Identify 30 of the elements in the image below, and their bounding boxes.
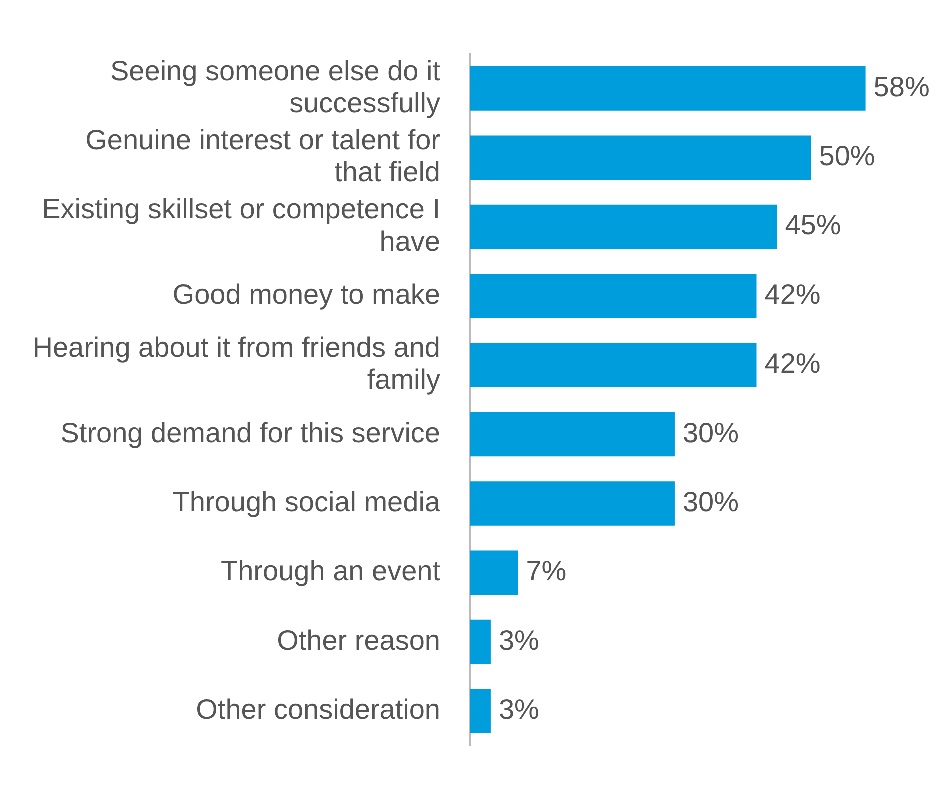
y-tick-label: Genuine interest or talent for that field <box>86 124 440 188</box>
data-label: 30% <box>682 486 740 518</box>
data-label: 58% <box>874 71 930 102</box>
data-label: 3% <box>498 624 540 656</box>
y-tick-label: Seeing someone else do it successfully <box>110 55 441 119</box>
y-tick-label: Other reason <box>277 624 440 656</box>
y-tick-label: Other consideration <box>196 694 440 725</box>
bar <box>470 136 812 180</box>
y-tick-label: Hearing about it from friends and family <box>32 332 440 396</box>
bar <box>470 689 491 734</box>
bar <box>470 204 778 250</box>
data-label: 42% <box>764 348 821 380</box>
bar <box>470 620 491 664</box>
y-tick-label: Good money to make <box>172 278 440 310</box>
data-label: 42% <box>764 278 821 310</box>
data-label: 45% <box>785 210 842 241</box>
y-tick-label: Strong demand for this service <box>60 417 440 448</box>
bar <box>470 550 518 596</box>
data-label: 50% <box>819 140 876 172</box>
bar <box>470 274 757 318</box>
bar <box>470 412 675 457</box>
y-tick-label: Through an event <box>221 556 441 587</box>
y-tick-label: Existing skillset or competence I have <box>42 194 440 257</box>
y-tick-label: Through social media <box>172 486 441 518</box>
data-label: 30% <box>682 417 740 448</box>
bar <box>470 343 757 388</box>
bar <box>470 482 675 526</box>
data-label: 3% <box>498 694 540 725</box>
bar <box>470 66 866 111</box>
data-label: 7% <box>526 556 567 587</box>
